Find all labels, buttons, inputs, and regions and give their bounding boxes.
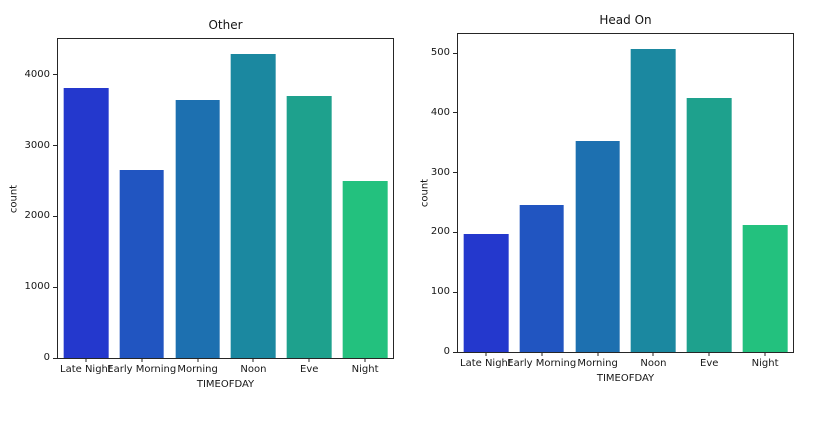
bar-night	[742, 224, 788, 352]
subplot-title-other: Other	[208, 18, 243, 32]
y-tick-label: 1000	[24, 281, 50, 293]
x-axis-label: TIMEOFDAY	[196, 379, 255, 390]
y-tick-label: 3000	[24, 139, 50, 151]
x-tick-mark	[541, 352, 543, 356]
x-tick-label: Morning	[577, 358, 618, 369]
x-tick-label: Night	[751, 358, 779, 369]
bar-late-night	[463, 233, 509, 352]
x-tick-mark	[141, 358, 143, 362]
y-tick-label: 500	[430, 47, 450, 59]
y-tick-mark	[453, 172, 457, 174]
y-tick-label: 4000	[24, 68, 50, 80]
x-tick-mark	[197, 358, 199, 362]
x-tick-label: Eve	[700, 358, 719, 369]
x-tick-mark	[597, 352, 599, 356]
plot-area-other: Other count TIMEOFDAY 0 1000 2000 3000 4000 L…	[9, 18, 394, 390]
y-tick-mark	[453, 351, 457, 353]
y-tick-label: 200	[430, 226, 450, 238]
y-tick-mark	[53, 215, 57, 217]
y-tick-mark	[53, 145, 57, 147]
y-tick-label: 0	[443, 346, 450, 357]
y-tick-label: 100	[430, 286, 450, 298]
x-tick-label: Noon	[240, 364, 267, 375]
y-axis-label: count	[8, 184, 20, 213]
x-tick-label: Morning	[177, 364, 218, 375]
x-tick-mark	[485, 352, 487, 356]
x-tick-label: Noon	[640, 358, 667, 369]
y-tick-mark	[53, 74, 57, 76]
x-tick-label: Late Night	[59, 364, 112, 375]
y-tick-mark	[453, 112, 457, 114]
x-tick-mark	[764, 352, 766, 356]
y-tick-label: 400	[430, 106, 450, 118]
y-tick-mark	[453, 231, 457, 233]
y-tick-mark	[453, 291, 457, 293]
bar-morning	[175, 99, 220, 358]
x-tick-mark	[252, 358, 254, 362]
bar-late-night	[63, 88, 109, 358]
y-tick-mark	[53, 286, 57, 288]
x-tick-mark	[308, 358, 310, 362]
bar-noon	[231, 54, 276, 358]
plot-area-head-on: Head On count TIMEOFDAY 0 100 200 300 400 500…	[420, 13, 794, 384]
x-tick-label: Late Night	[459, 358, 512, 369]
bar-early-morning	[119, 170, 165, 358]
x-tick-label: Early Morning	[507, 358, 577, 369]
x-tick-mark	[652, 352, 654, 356]
x-tick-label: Early Morning	[107, 364, 177, 375]
bar-night	[342, 180, 388, 358]
x-axis-label: TIMEOFDAY	[596, 373, 655, 384]
subplot-title-head-on: Head On	[599, 13, 652, 27]
x-tick-mark	[708, 352, 710, 356]
y-tick-mark	[53, 357, 57, 359]
y-tick-label: 300	[430, 166, 450, 178]
x-tick-label: Eve	[300, 364, 319, 375]
y-tick-label: 2000	[24, 210, 50, 222]
y-tick-mark	[453, 52, 457, 54]
bar-early-morning	[519, 204, 565, 352]
x-tick-mark	[85, 358, 87, 362]
x-tick-mark	[364, 358, 366, 362]
x-tick-label: Night	[351, 364, 379, 375]
bar-eve	[286, 96, 332, 358]
y-tick-label: 0	[43, 352, 50, 363]
y-axis-label: count	[419, 178, 431, 208]
bar-eve	[686, 97, 732, 352]
bar-noon	[631, 48, 676, 352]
bar-morning	[575, 141, 620, 352]
